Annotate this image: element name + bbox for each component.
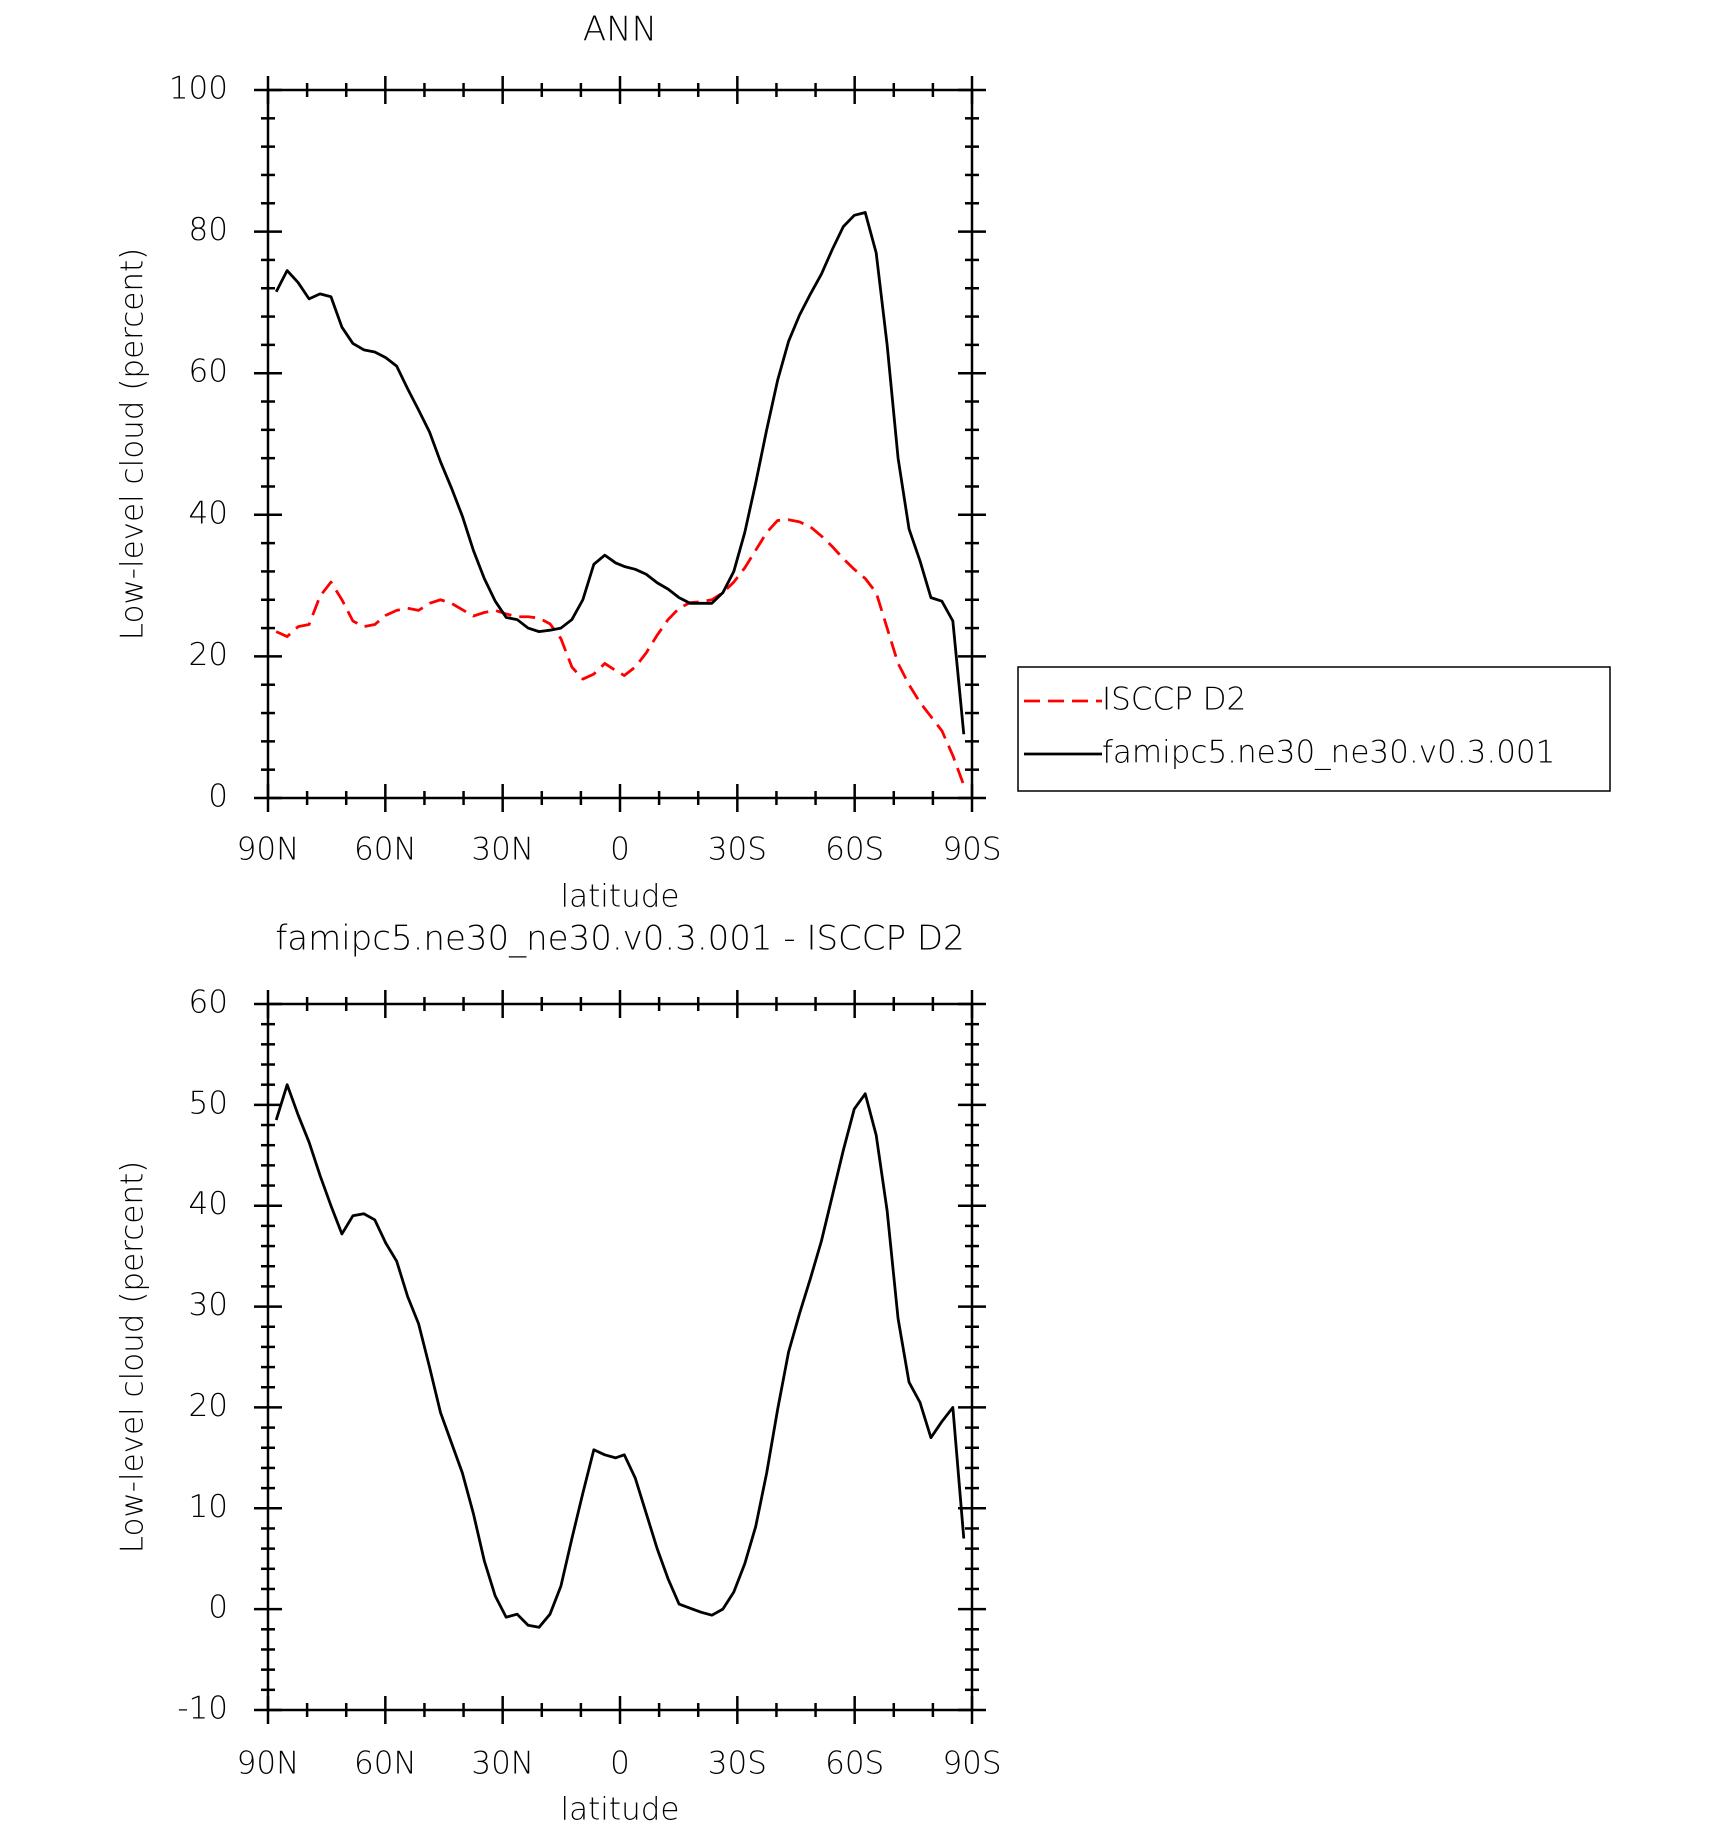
y-tick-label: 0	[208, 779, 228, 815]
x-tick-label: 90S	[942, 832, 1001, 868]
y-axis-label: Low-level cloud (percent)	[115, 1161, 151, 1554]
y-tick-label: 20	[189, 637, 228, 673]
y-tick-label: 10	[189, 1489, 228, 1525]
plot-frame	[266, 1002, 974, 1712]
data-line	[274, 1083, 966, 1629]
y-axis-label: Low-level cloud (percent)	[115, 248, 151, 641]
y-tick-label: -10	[177, 1691, 228, 1727]
x-tick-label: 60N	[354, 832, 417, 868]
x-tick-label: 30S	[708, 1746, 767, 1782]
x-axis-label: latitude	[561, 879, 680, 915]
x-tick-label: 60N	[354, 1746, 417, 1782]
plot-frame	[266, 88, 974, 800]
x-tick-label: 90N	[237, 1746, 300, 1782]
x-tick-label: 60S	[825, 1746, 884, 1782]
legend-label: famipc5.ne30_ne30.v0.3.001	[1102, 735, 1555, 771]
x-tick-label: 0	[610, 832, 630, 868]
y-tick-label: 100	[169, 71, 228, 107]
chart-title: famipc5.ne30_ne30.v0.3.001 - ISCCP D2	[275, 919, 964, 959]
y-tick-label: 80	[189, 212, 228, 248]
x-tick-label: 30N	[471, 1746, 534, 1782]
plot	[266, 1002, 974, 1712]
legend-label: ISCCP D2	[1102, 682, 1246, 718]
legend-box	[1017, 666, 1611, 792]
x-tick-label: 30N	[471, 832, 534, 868]
x-tick-label: 30S	[708, 832, 767, 868]
y-tick-label: 50	[189, 1085, 228, 1121]
y-tick-label: 60	[189, 354, 228, 390]
y-tick-label: 0	[208, 1590, 228, 1626]
y-tick-label: 40	[189, 495, 228, 531]
x-tick-label: 90S	[942, 1746, 1001, 1782]
plot	[266, 88, 974, 800]
x-axis-label: latitude	[561, 1792, 680, 1822]
y-tick-label: 40	[189, 1186, 228, 1222]
data-line	[275, 518, 966, 786]
x-tick-label: 60S	[825, 832, 884, 868]
y-tick-label: 30	[189, 1287, 228, 1323]
x-tick-label: 90N	[237, 832, 300, 868]
data-line	[274, 211, 966, 735]
x-tick-label: 0	[610, 1746, 630, 1782]
y-tick-label: 60	[189, 985, 228, 1021]
chart-title: ANN	[583, 10, 657, 50]
y-tick-label: 20	[189, 1388, 228, 1424]
